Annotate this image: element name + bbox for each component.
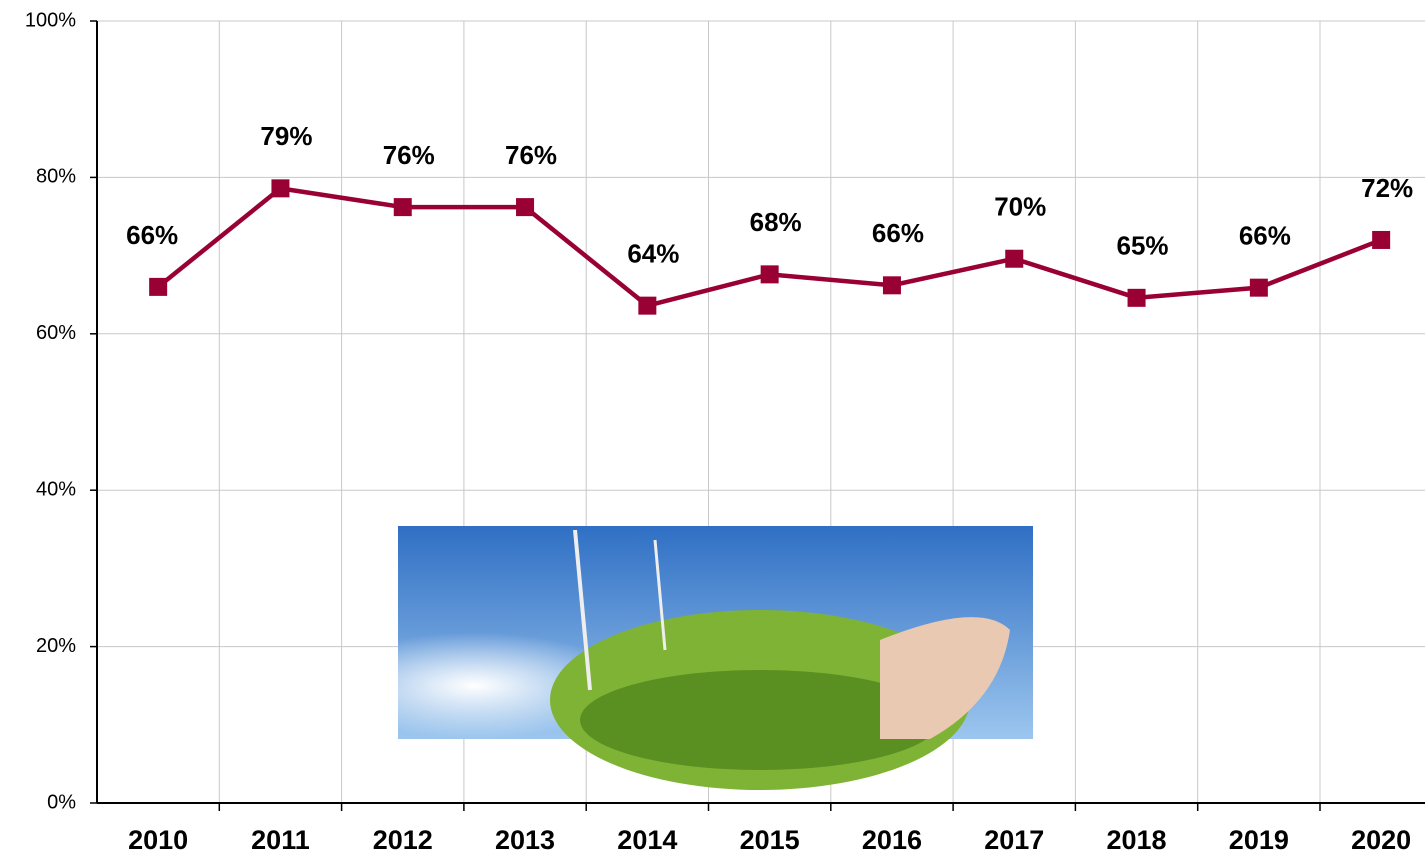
x-tick-label: 2014 [617,825,677,855]
marker [1127,288,1146,307]
marker [1372,230,1391,249]
marker [516,198,535,217]
marker [393,198,412,217]
y-tick-label: 0% [47,791,76,813]
x-tick-label: 2019 [1229,825,1289,855]
x-tick-label: 2010 [128,825,188,855]
x-tick-label: 2017 [984,825,1044,855]
y-tick-label: 100% [25,9,76,31]
y-tick-label: 60% [36,322,76,344]
data-label: 66% [872,218,924,248]
x-tick-label: 2011 [251,825,310,855]
x-tick-label: 2012 [373,825,433,855]
y-tick-label: 80% [36,166,76,188]
data-label: 72% [1361,173,1413,203]
picture [398,526,1033,790]
marker [760,265,779,284]
data-label: 70% [994,192,1046,222]
data-label: 68% [750,207,802,237]
data-label: 76% [505,140,557,170]
data-label: 64% [627,239,679,269]
marker [882,276,901,295]
marker [638,296,657,315]
marker [149,277,168,296]
y-tick-label: 40% [36,478,76,500]
data-label: 66% [126,220,178,250]
x-tick-label: 2020 [1351,825,1411,855]
data-label: 66% [1239,221,1291,251]
data-label: 65% [1117,231,1169,261]
x-tick-label: 2013 [495,825,555,855]
data-label: 79% [260,121,312,151]
x-tick-label: 2016 [862,825,922,855]
x-tick-label: 2018 [1107,825,1167,855]
marker [1249,278,1268,297]
marker [271,179,290,198]
data-label: 76% [383,140,435,170]
marker [1005,249,1024,268]
y-tick-label: 20% [36,635,76,657]
x-tick-label: 2015 [740,825,800,855]
